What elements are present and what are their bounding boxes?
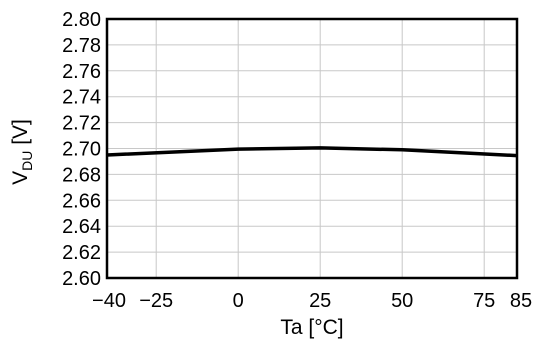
series-layer <box>106 146 518 158</box>
y-tick-label: 2.64 <box>62 216 101 238</box>
x-tick-label: 75 <box>473 290 495 312</box>
y-tick-label: 2.62 <box>62 242 101 264</box>
y-tick-label: 2.78 <box>62 35 101 57</box>
y-tick-label: 2.68 <box>62 164 101 186</box>
x-tick-label: −40 <box>92 290 126 312</box>
y-tick-label: 2.66 <box>62 190 101 212</box>
series-line <box>106 146 518 158</box>
y-axis-label-main: V <box>9 171 32 185</box>
y-tick-label: 2.76 <box>62 61 101 83</box>
y-tick-label: 2.60 <box>62 268 101 290</box>
x-tick-label: 25 <box>309 290 331 312</box>
x-tick-label: 0 <box>233 290 244 312</box>
y-axis-label: VDU [V] <box>9 119 35 185</box>
y-tick-label: 2.72 <box>62 113 101 135</box>
y-axis-label-unit: [V] <box>9 119 32 151</box>
y-tick-label: 2.80 <box>62 9 101 31</box>
x-tick-label: −25 <box>139 290 173 312</box>
y-axis-label-subscript: DU <box>19 151 35 171</box>
x-axis-label: Ta [°C] <box>280 316 343 339</box>
plot-frame <box>105 17 519 280</box>
y-tick-label: 2.74 <box>62 87 101 109</box>
x-tick-labels: −40 −25 0 25 50 75 85 <box>92 290 532 312</box>
x-tick-label: 50 <box>391 290 413 312</box>
x-tick-label: 85 <box>510 290 532 312</box>
y-tick-label: 2.70 <box>62 139 101 161</box>
y-tick-labels: 2.60 2.62 2.64 2.66 2.68 2.70 2.72 2.74 2.76 2.78… <box>62 9 101 290</box>
